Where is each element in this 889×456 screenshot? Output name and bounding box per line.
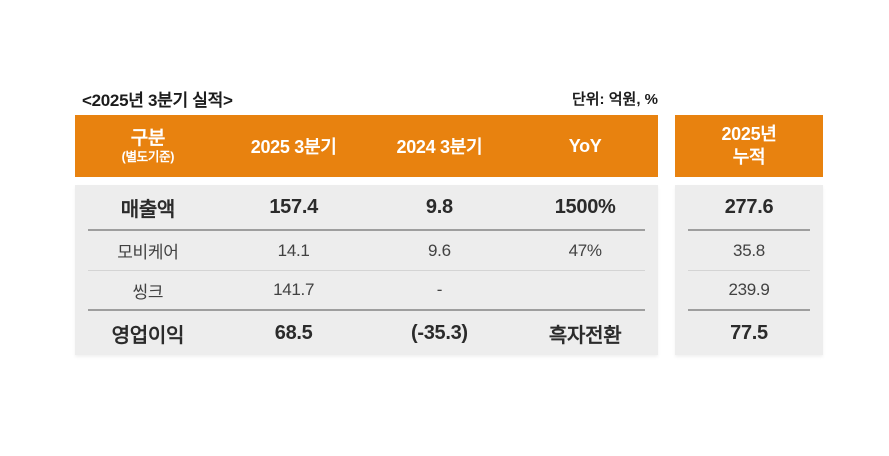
column-header-category-subtitle: (별도기준) [121, 149, 175, 164]
page-title: <2025년 3분기 실적> [82, 91, 233, 110]
row-divider [88, 270, 645, 271]
row-divider [688, 270, 810, 271]
column-header-2025-q3: 2025 3분기 [250, 137, 337, 157]
row-label-mobicare: 모비케어 [117, 243, 179, 262]
row-label-operating-profit: 영업이익 [111, 324, 185, 347]
unit-label: 단위: 억원, % [571, 91, 658, 108]
cumulative-row-ssink: 239.9 [675, 271, 823, 309]
ssink-2024-q3: - [436, 280, 443, 299]
revenue-2025-q3: 157.4 [269, 195, 318, 218]
revenue-cumulative: 277.6 [724, 195, 774, 218]
column-header-category: 구분 (별도기준) [75, 128, 221, 164]
column-header-2024-q3: 2024 3분기 [396, 137, 483, 157]
mobicare-2024-q3: 9.6 [428, 240, 451, 260]
revenue-yoy: 1500% [554, 195, 616, 218]
table-row-ssink: 씽크 141.7 - [75, 271, 658, 309]
row-divider [88, 309, 645, 311]
mobicare-cumulative: 35.8 [733, 240, 765, 260]
column-header-category-title: 구분 [130, 127, 166, 149]
operating-profit-2024-q3: (-35.3) [410, 321, 468, 344]
column-header-yoy: YoY [568, 135, 602, 156]
mobicare-2025-q3: 14.1 [277, 240, 310, 260]
cumulative-row-mobicare: 35.8 [675, 231, 823, 270]
table-row-operating-profit: 영업이익 68.5 (-35.3) 흑자전환 [75, 311, 658, 355]
quarterly-results-table: 구분 (별도기준) 2025 3분기 2024 3분기 YoY 매출액 157.… [75, 115, 658, 355]
row-label-revenue: 매출액 [120, 198, 176, 221]
cumulative-table: 2025년 누적 277.6 35.8 239.9 77.5 [675, 115, 823, 355]
revenue-2024-q3: 9.8 [425, 195, 453, 218]
mobicare-yoy: 47% [568, 240, 602, 260]
operating-profit-yoy: 흑자전환 [548, 324, 622, 347]
results-table-body: 매출액 157.4 9.8 1500% 모비케어 14.1 9.6 47% 씽크… [75, 185, 658, 355]
ssink-cumulative: 239.9 [728, 280, 770, 299]
cumulative-header-line1: 2025년 [721, 123, 777, 144]
results-table-header: 구분 (별도기준) 2025 3분기 2024 3분기 YoY [75, 115, 658, 177]
row-divider [688, 229, 810, 231]
cumulative-header-line2: 누적 [732, 147, 766, 167]
operating-profit-cumulative: 77.5 [730, 321, 768, 344]
ssink-2025-q3: 141.7 [273, 280, 315, 299]
row-divider [688, 309, 810, 311]
table-row-revenue: 매출액 157.4 9.8 1500% [75, 185, 658, 229]
row-label-ssink: 씽크 [132, 282, 164, 302]
cumulative-row-operating-profit: 77.5 [675, 311, 823, 355]
cumulative-table-body: 277.6 35.8 239.9 77.5 [675, 185, 823, 355]
cumulative-table-header: 2025년 누적 [675, 115, 823, 177]
operating-profit-2025-q3: 68.5 [274, 321, 313, 344]
table-row-mobicare: 모비케어 14.1 9.6 47% [75, 231, 658, 270]
cumulative-row-revenue: 277.6 [675, 185, 823, 229]
row-divider [88, 229, 645, 231]
